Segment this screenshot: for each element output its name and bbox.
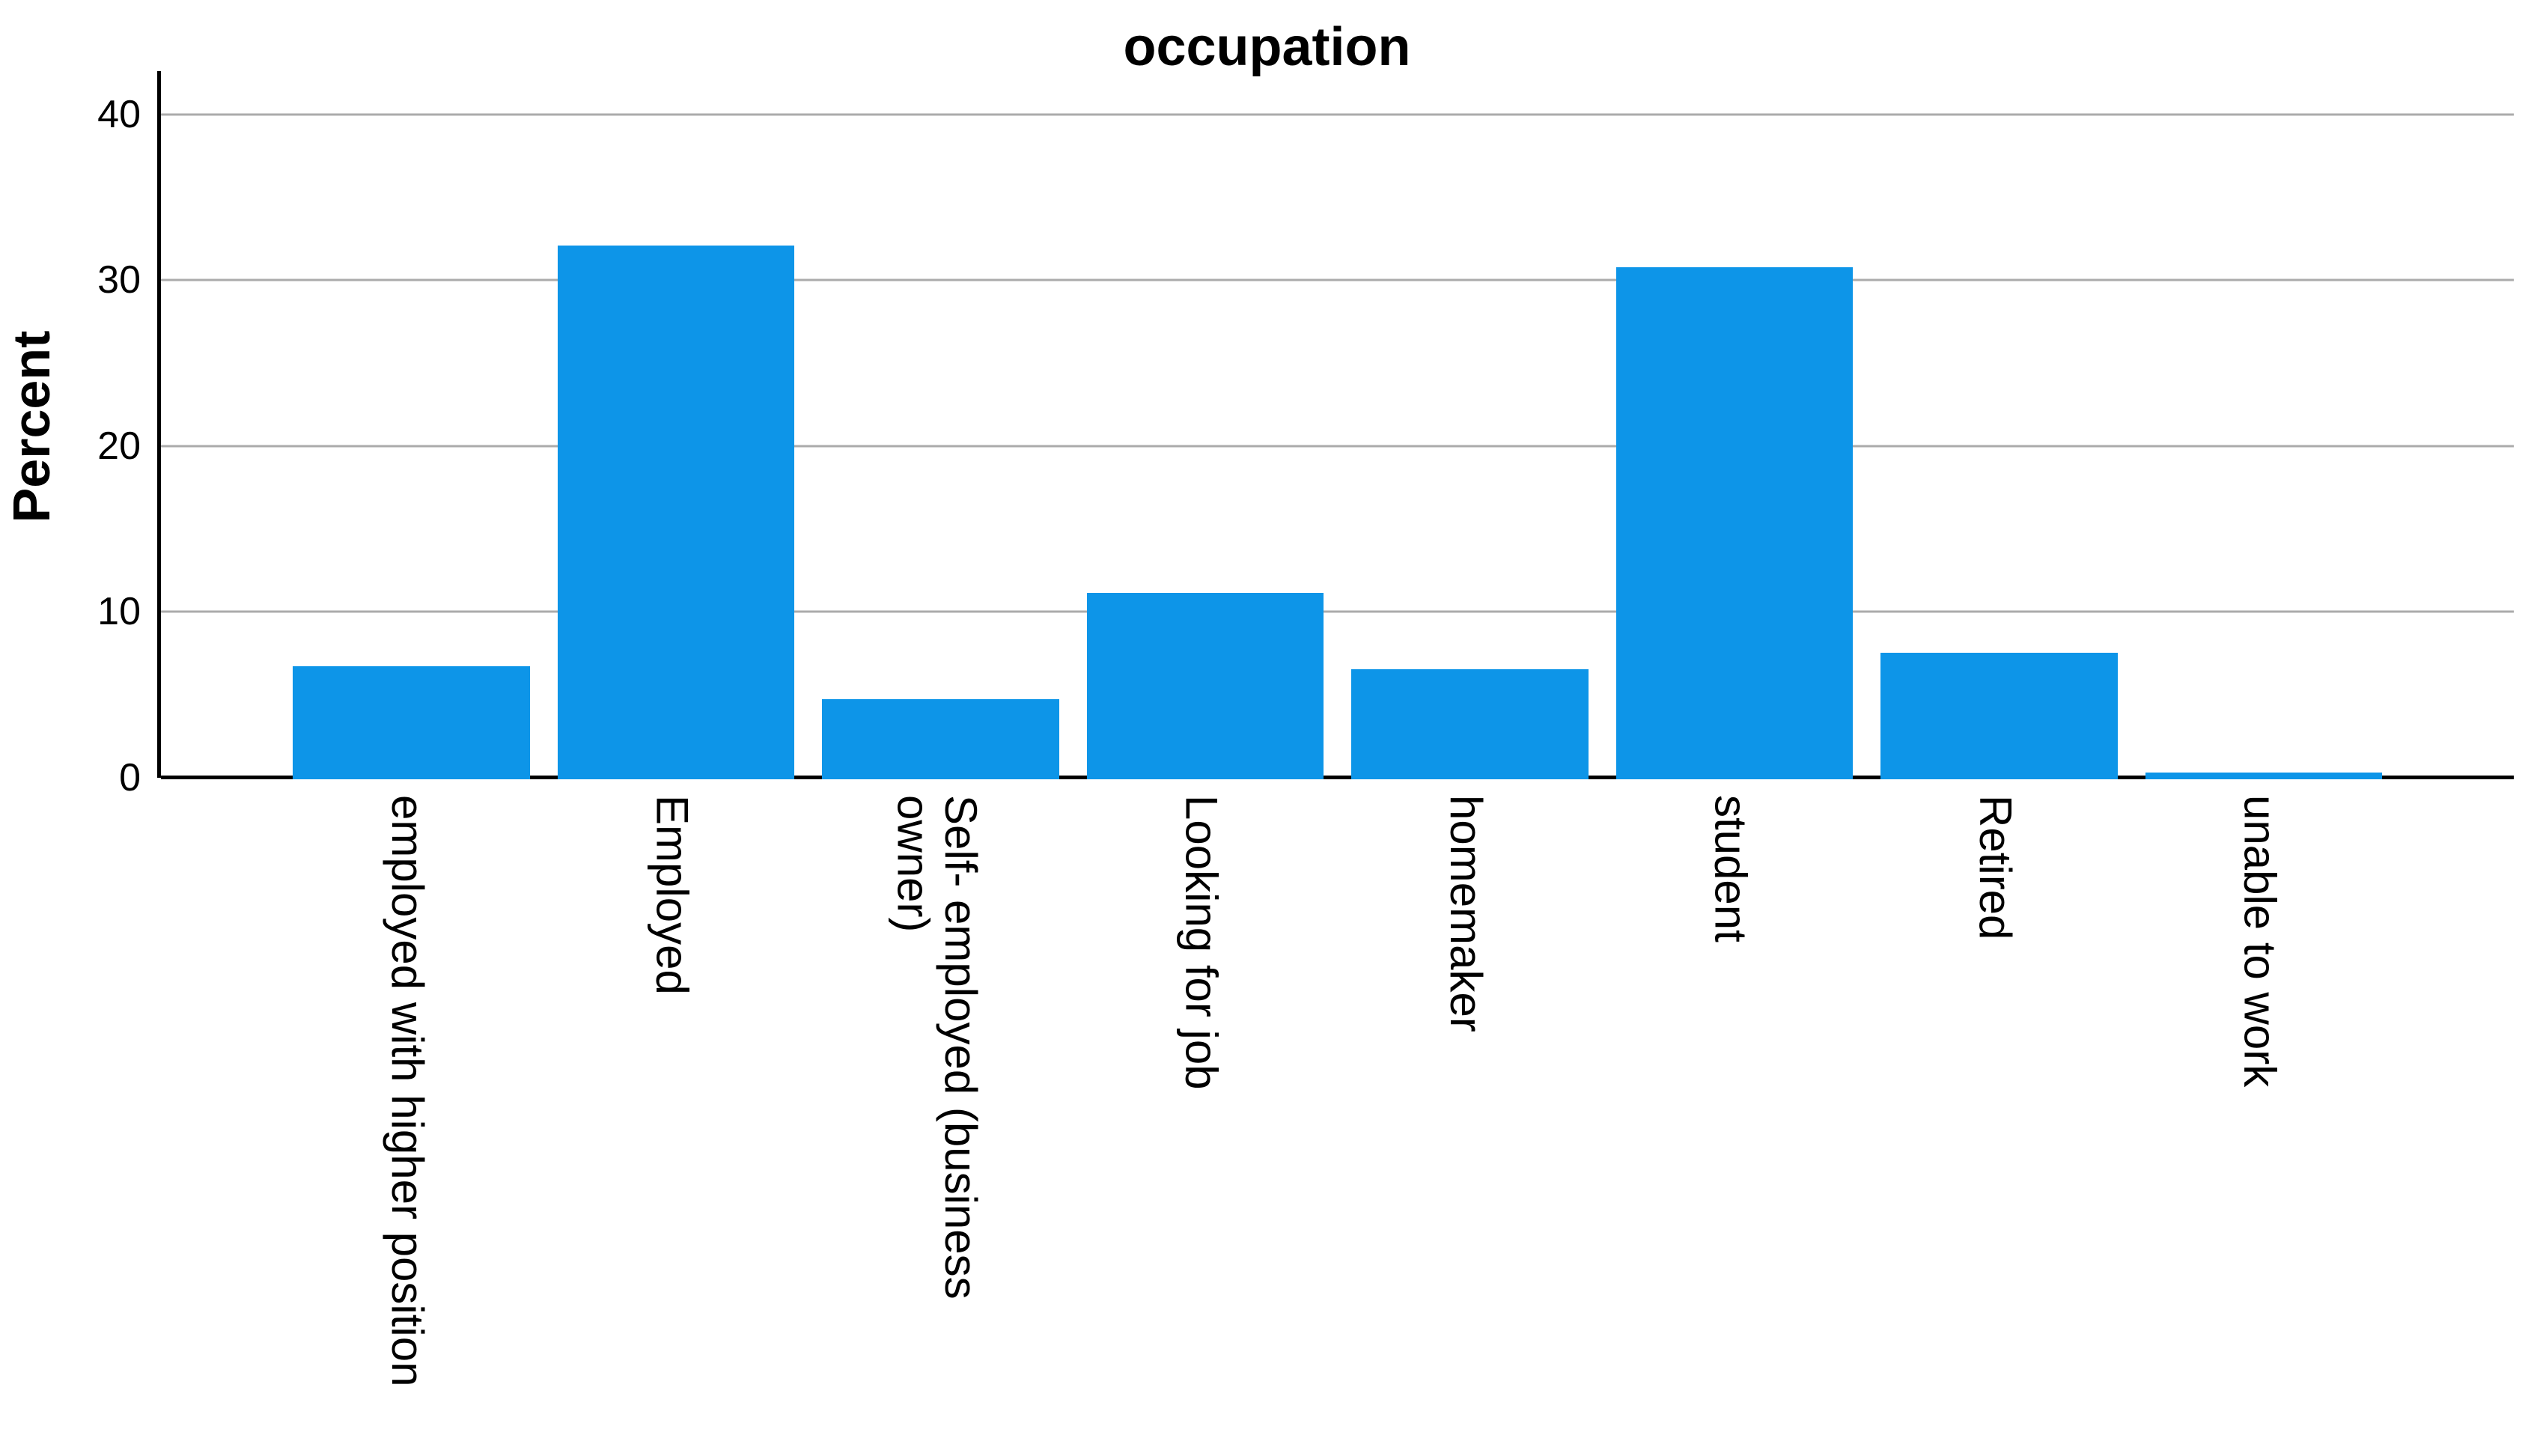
plot-area	[157, 71, 2514, 779]
bar-employed-with-higher-position	[293, 666, 530, 779]
y-axis-ticks: 0 10 20 30 40	[0, 71, 141, 799]
x-axis-category-label: unable to work	[2235, 795, 2285, 1088]
x-axis-category-label: employed with higher position	[383, 795, 433, 1387]
x-axis-category-label: Employed	[647, 795, 698, 995]
x-axis-category-label: Self- employed (business owner)	[888, 795, 986, 1300]
x-label-cell: employed with higher position	[289, 795, 526, 1439]
bar-student	[1615, 267, 1853, 779]
bar-looking-for-job	[1086, 593, 1324, 779]
bar-retired	[1880, 653, 2118, 779]
x-label-cell: Employed	[554, 795, 791, 1439]
x-label-cell: Retired	[1877, 795, 2114, 1439]
x-label-cell: Looking for job	[1083, 795, 1321, 1439]
y-tick-label: 30	[97, 258, 141, 302]
gridline-40	[161, 113, 2514, 116]
y-tick-label: 0	[119, 756, 141, 799]
y-tick-label: 20	[97, 424, 141, 468]
x-axis-labels: employed with higher position Employed Sel…	[157, 795, 2510, 1439]
bar-unable-to-work	[2145, 773, 2382, 779]
x-axis-line	[161, 776, 2514, 779]
y-tick-label: 10	[97, 590, 141, 634]
gridline-20	[161, 445, 2514, 448]
x-axis-category-label: Looking for job	[1176, 795, 1227, 1090]
x-axis-category-label: student	[1705, 795, 1756, 942]
gridline-10	[161, 610, 2514, 613]
bar-employed	[557, 246, 794, 779]
x-label-cell: Self- employed (business owner)	[818, 795, 1056, 1439]
chart-title: occupation	[1123, 17, 1411, 77]
y-tick-label: 40	[97, 92, 141, 136]
bar-homemaker	[1351, 669, 1589, 779]
x-axis-category-label: Retired	[1970, 795, 2021, 940]
x-label-cell: homemaker	[1347, 795, 1585, 1439]
gridline-30	[161, 278, 2514, 281]
x-label-cell: student	[1612, 795, 1850, 1439]
x-axis-category-label: homemaker	[1441, 795, 1492, 1032]
bars-container	[161, 71, 2514, 779]
x-label-cell: unable to work	[2142, 795, 2379, 1439]
bar-self-employed-business-owner	[822, 699, 1059, 779]
